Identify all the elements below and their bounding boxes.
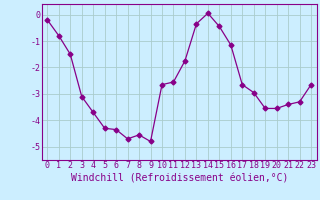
X-axis label: Windchill (Refroidissement éolien,°C): Windchill (Refroidissement éolien,°C) — [70, 173, 288, 183]
